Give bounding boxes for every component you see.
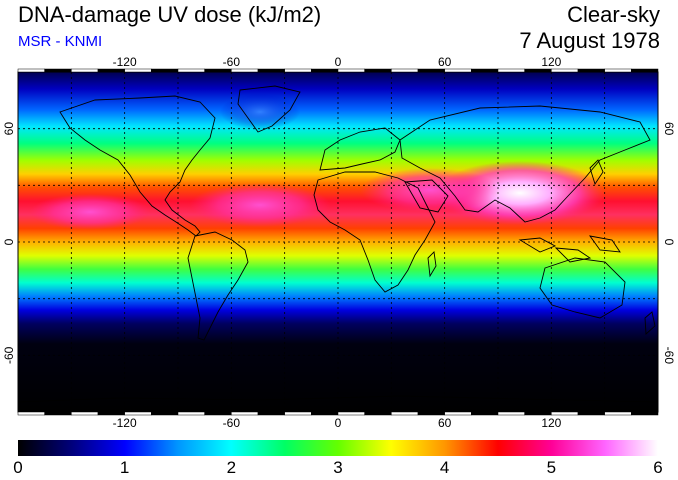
uv-dose-map: -120 -120 -60 -60 0 0 60 60 120 120 60 0 -60 60 0 -60 (2, 55, 676, 430)
lon-tick-label-bottom: 120 (541, 416, 561, 430)
frame-bar (311, 411, 339, 416)
colorbar-gradient (18, 440, 658, 456)
frame-bar (497, 411, 525, 416)
frame-bar (524, 68, 552, 73)
map-date: 7 August 1978 (519, 28, 660, 53)
frame-bar (577, 411, 605, 416)
north-america-coast (59, 95, 216, 237)
lat-tick-label-left: 0 (2, 238, 16, 245)
asia-coast (399, 105, 651, 223)
lon-tick-label-bottom: 0 (335, 416, 342, 430)
frame-bar (497, 68, 525, 73)
lon-tick-label-bottom: 60 (438, 416, 452, 430)
frame-bar (604, 68, 632, 73)
frame-bar (97, 411, 125, 416)
frame-bar (391, 411, 419, 416)
lon-tick-label-top: 120 (541, 55, 561, 69)
australia-coast (539, 257, 626, 319)
lat-tick-label-left: 60 (2, 122, 16, 136)
lon-tick-label-top: 0 (335, 55, 342, 69)
map-subtitle: MSR - KNMI (18, 33, 103, 50)
frame-bar (284, 411, 312, 416)
coastlines (18, 85, 658, 403)
frame-bar (231, 411, 259, 416)
frame-bar (17, 411, 45, 416)
lat-tick-label-right: 60 (662, 122, 676, 136)
colorbar-tick-label: 3 (333, 458, 343, 477)
antarctica-coast (18, 395, 658, 403)
map-title: DNA-damage UV dose (kJ/m2) (18, 2, 322, 27)
lon-tick-label-bottom: -120 (113, 416, 137, 430)
sky-condition: Clear-sky (567, 2, 660, 27)
frame-bar (631, 68, 659, 73)
frame-bar (364, 68, 392, 73)
frame-bar (97, 68, 125, 73)
colorbar-tick-label: 4 (439, 458, 450, 477)
japan-coast (589, 159, 604, 186)
frame-bar (444, 68, 472, 73)
tick-labels: -120 -120 -60 -60 0 0 60 60 120 120 60 0 -60 60 0 -60 (2, 55, 676, 430)
colorbar-tick-label: 0 (13, 458, 23, 477)
frame-bar (604, 411, 632, 416)
frame-bar (391, 68, 419, 73)
greenland-coast (237, 85, 301, 133)
frame-bar (284, 68, 312, 73)
frame-bar (231, 68, 259, 73)
frame-bar (151, 411, 179, 416)
frame-bar (204, 411, 232, 416)
south-america-coast (187, 231, 249, 341)
lat-tick-label-right: -60 (662, 347, 676, 365)
frame-bar (417, 68, 445, 73)
madagascar-coast (427, 251, 437, 278)
frame-bar (471, 68, 499, 73)
frame-bar (17, 68, 45, 73)
new-zealand-coast (644, 311, 656, 335)
frame-bar (444, 411, 472, 416)
frame-bar (124, 68, 152, 73)
frame-bar (177, 68, 205, 73)
africa-coast (313, 171, 436, 293)
frame-bar (337, 411, 365, 416)
uv-hotspots (30, 94, 605, 230)
lat-tick-label-left: -60 (2, 346, 16, 364)
lon-tick-label-top: -60 (223, 55, 241, 69)
frame-bar (524, 411, 552, 416)
arabia-coast (404, 179, 449, 213)
frame-bar (257, 68, 285, 73)
colorbar-tick-label: 5 (546, 458, 557, 477)
frame-bar (364, 411, 392, 416)
lon-tick-label-bottom: -60 (223, 416, 241, 430)
colorbar-tick-label: 6 (653, 458, 663, 477)
frame-bar (337, 68, 365, 73)
lon-tick-label-top: -120 (113, 55, 137, 69)
frame-bar (551, 68, 579, 73)
frame-bar (177, 411, 205, 416)
frame-bar (71, 411, 99, 416)
frame-bar (631, 411, 659, 416)
frame-bar (44, 68, 72, 73)
frame-bar (311, 68, 339, 73)
lon-tick-label-top: 60 (438, 55, 452, 69)
frame-bar (204, 68, 232, 73)
colorbar-tick-label: 1 (119, 458, 130, 477)
frame-bar (551, 411, 579, 416)
frame-bar (471, 411, 499, 416)
frame-bar (71, 68, 99, 73)
graticule (18, 72, 658, 412)
frame-bar (124, 411, 152, 416)
lat-tick-label-right: 0 (662, 239, 676, 246)
colorbar-tick-label: 2 (226, 458, 237, 477)
frame-bar (44, 411, 72, 416)
frame-bar (151, 68, 179, 73)
colorbar (18, 440, 658, 456)
frame-bar (257, 411, 285, 416)
frame-bar (577, 68, 605, 73)
frame-bars (17, 68, 659, 416)
frame-bar (417, 411, 445, 416)
